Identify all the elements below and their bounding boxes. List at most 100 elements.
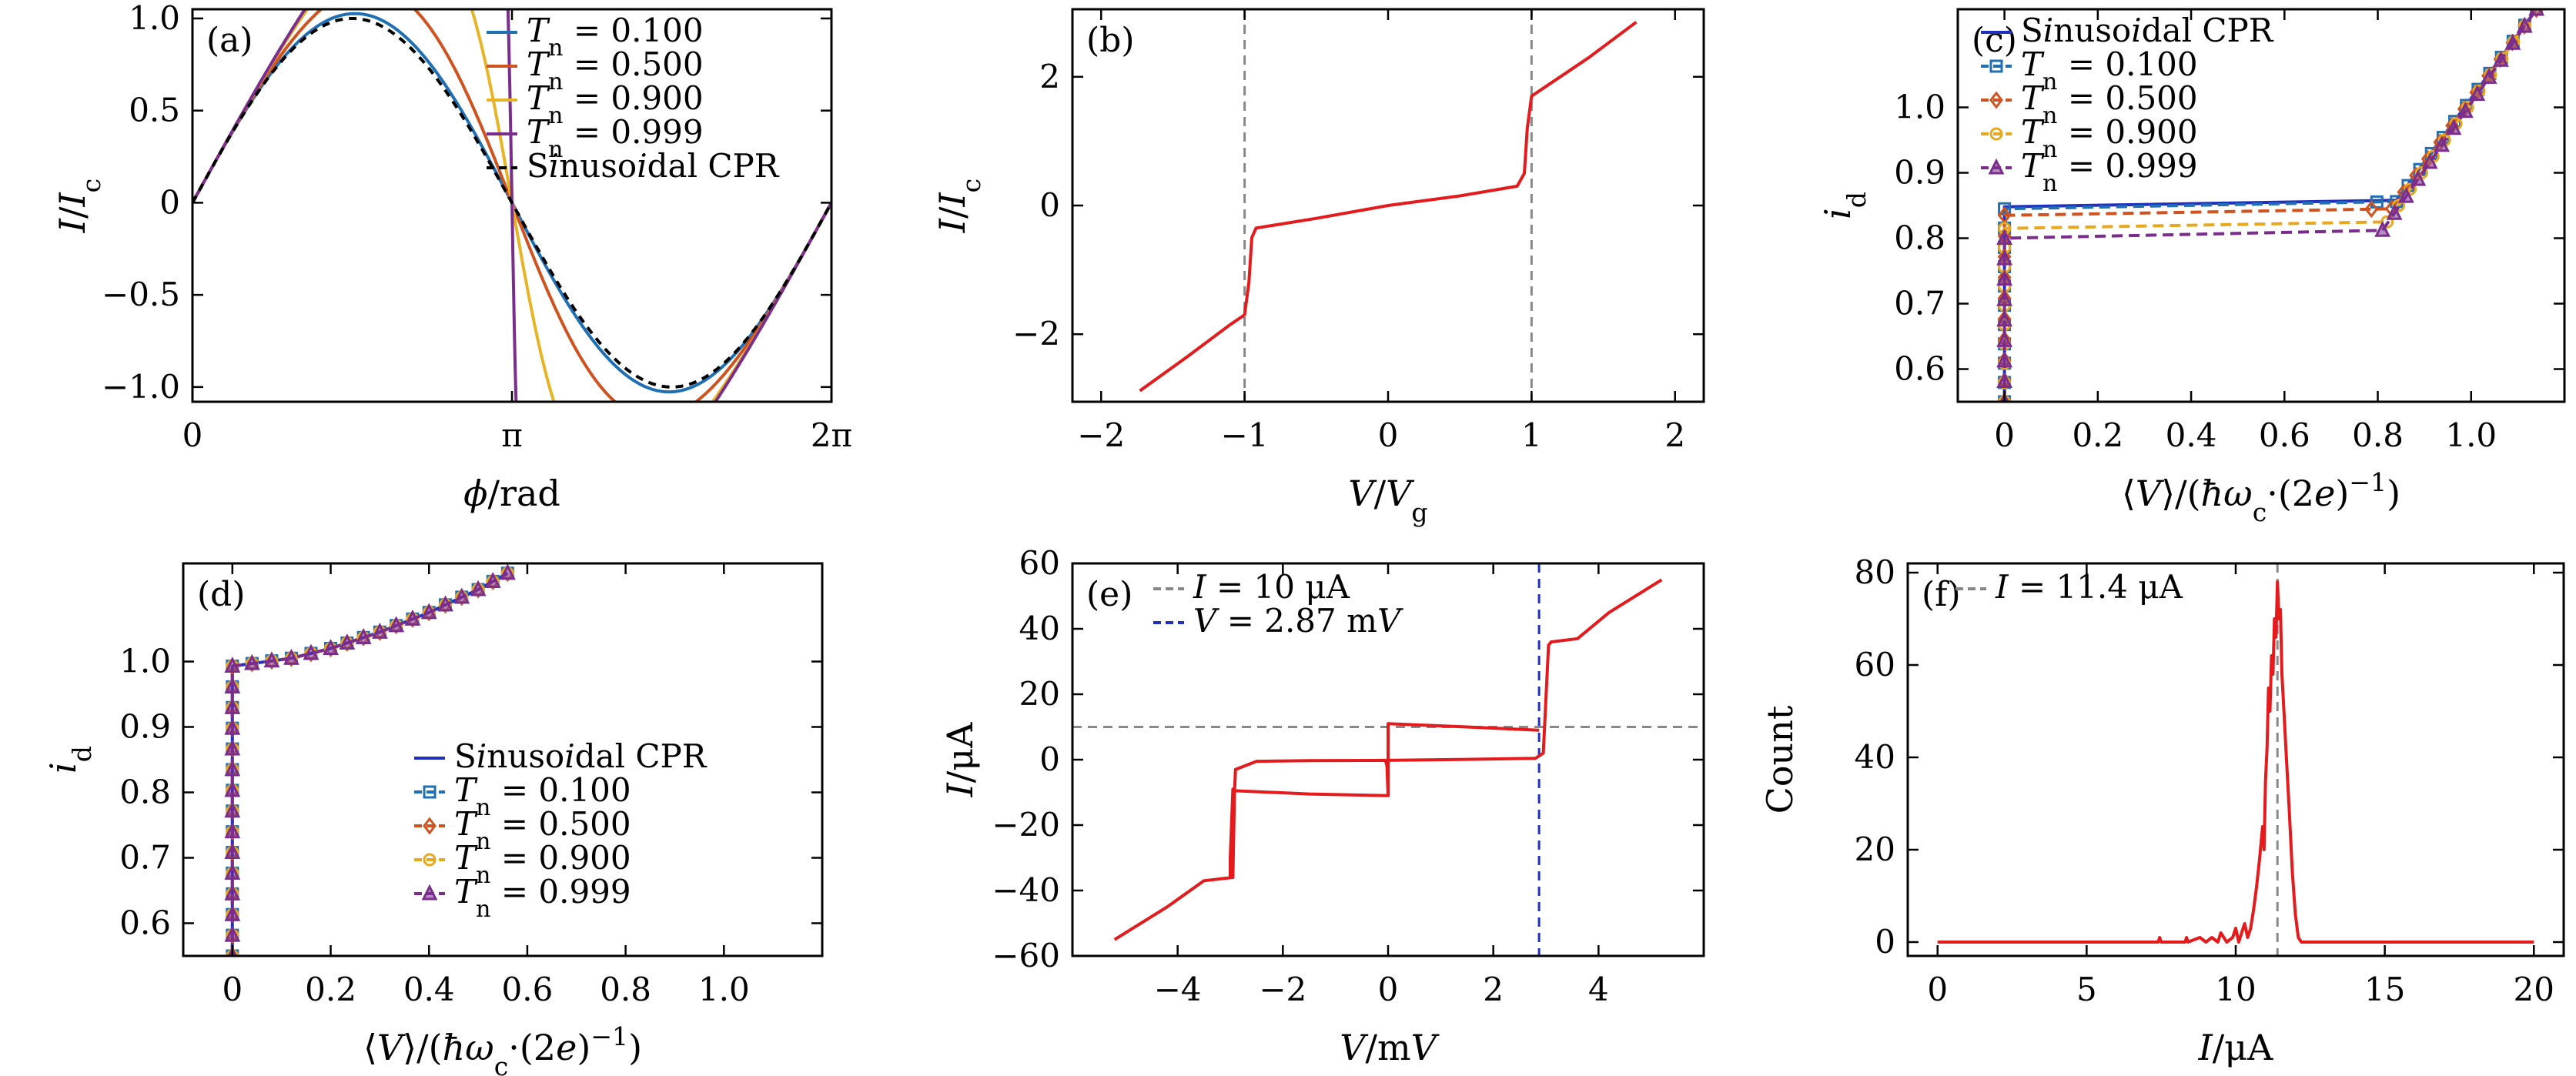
plot-frame — [1956, 8, 2566, 403]
chart-panel-f: 0 5 10 15 20 0 20 40 60 80 I/μA Count (f) I = 11.4 μA — [1759, 553, 2565, 1068]
marker — [355, 627, 372, 644]
y-tick-label: 2 — [1039, 58, 1060, 95]
x-tick-label: −4 — [1154, 971, 1202, 1008]
legend-label: I = 11.4 μA — [1995, 568, 2183, 606]
marker — [2504, 33, 2521, 50]
y-tick-label: 0 — [159, 183, 180, 221]
y-tick-label: 80 — [1855, 553, 1895, 591]
marker — [224, 718, 241, 735]
x-tick-label: 0 — [182, 416, 203, 454]
x-tick-label: 1.0 — [698, 971, 750, 1008]
marker — [423, 817, 437, 835]
legend-label: V = 2.87 mV — [1193, 602, 1403, 640]
marker — [224, 677, 241, 693]
marker — [2380, 215, 2394, 229]
marker — [2529, 9, 2544, 18]
legend-label: Tn = 0.500 — [454, 805, 631, 855]
marker — [1996, 310, 2013, 327]
x-tick-label: 0.2 — [305, 971, 356, 1008]
x-axis-label: V/Vg — [1348, 473, 1427, 527]
y-tick-label: 0.7 — [119, 839, 171, 877]
marker — [2516, 16, 2533, 33]
legend-label: I = 10 μA — [1193, 568, 1350, 606]
marker — [2364, 200, 2379, 219]
marker — [2404, 182, 2417, 196]
marker — [421, 884, 438, 901]
marker — [1996, 351, 2013, 368]
x-tick-label: 0.8 — [600, 971, 651, 1008]
y-axis-label: I/Ic — [52, 179, 106, 233]
legend-label: Tn = 0.500 — [2021, 79, 2198, 129]
x-tick-label: 0.8 — [2352, 416, 2404, 454]
marker — [2434, 135, 2450, 152]
marker — [2481, 68, 2497, 84]
x-tick-label: 1.0 — [2445, 416, 2497, 454]
y-axis-label: I/μA — [939, 722, 981, 798]
x-tick-label: 0.6 — [2259, 416, 2310, 454]
y-tick-label: 20 — [1019, 675, 1060, 713]
marker — [1989, 91, 2003, 109]
x-tick-label: 0 — [1994, 416, 2015, 454]
y-tick-label: −0.5 — [102, 276, 180, 313]
y-tick-label: 60 — [1019, 544, 1060, 582]
legend-label: Tn = 0.999 — [454, 873, 631, 923]
marker — [2397, 186, 2414, 203]
y-tick-label: −40 — [992, 871, 1060, 909]
x-axis-label: ⟨V⟩/(ħωc·(2e)−1) — [363, 1021, 642, 1076]
marker — [263, 651, 280, 668]
x-tick-label: −1 — [1221, 416, 1269, 454]
panel-label: (c) — [1972, 21, 2017, 60]
marker — [224, 864, 241, 880]
x-tick-label: 0.6 — [502, 971, 554, 1008]
y-axis-label: I/Ic — [932, 179, 986, 233]
series-line — [1937, 580, 2534, 944]
x-tick-label: 0.4 — [2166, 416, 2217, 454]
marker — [1989, 127, 2003, 141]
marker — [453, 587, 470, 604]
x-axis-label: ϕ/rad — [463, 473, 560, 514]
marker — [2392, 199, 2406, 212]
x-tick-label: 10 — [2215, 971, 2256, 1008]
x-tick-label: 5 — [2076, 971, 2097, 1008]
y-tick-label: 0.6 — [119, 904, 171, 942]
legend-label: Tn = 0.999 — [2021, 147, 2198, 197]
marker — [484, 572, 501, 588]
chart-panel-a: 0 π 2π −1.0 −0.5 0 0.5 1.0 ϕ/rad I/Ic (a) Tn = 0.10… — [52, 0, 852, 514]
marker — [224, 739, 241, 756]
marker — [303, 643, 319, 660]
chart-panel-c: 0 0.2 0.4 0.6 0.8 1.0 0.6 0.7 0.8 0.9 1.0 ⟨V⟩/(ħωc·… — [1817, 8, 2566, 527]
marker — [1996, 249, 2013, 266]
y-tick-label: 20 — [1855, 830, 1895, 868]
marker — [224, 904, 241, 921]
marker — [404, 609, 421, 626]
marker — [1996, 229, 2013, 245]
marker — [224, 843, 241, 860]
x-tick-label: 15 — [2364, 971, 2405, 1008]
marker — [420, 603, 437, 620]
x-tick-label: 0.4 — [403, 971, 455, 1008]
panel-label: (b) — [1086, 21, 1135, 60]
marker — [2374, 220, 2391, 237]
plot-frame — [1906, 562, 2565, 957]
x-tick-label: −2 — [1077, 416, 1125, 454]
marker — [1988, 158, 2005, 175]
series-line — [230, 571, 509, 956]
y-tick-label: 0 — [1039, 186, 1060, 224]
y-tick-label: 0.5 — [129, 92, 180, 129]
y-tick-label: 1.0 — [119, 643, 171, 680]
x-tick-label: 0 — [1378, 416, 1399, 454]
marker — [323, 639, 339, 655]
marker — [423, 785, 437, 799]
series-line — [1139, 21, 1638, 393]
marker — [499, 563, 516, 580]
legend-label: Sinusoidal CPR — [527, 147, 780, 185]
y-tick-label: −60 — [992, 937, 1060, 974]
x-tick-label: 2π — [811, 416, 852, 454]
marker — [224, 884, 241, 901]
x-tick-label: 0.2 — [2072, 416, 2123, 454]
y-tick-label: 0.8 — [119, 774, 171, 811]
legend-label: Tn = 0.100 — [454, 771, 631, 821]
marker — [243, 653, 260, 670]
y-tick-label: 0.8 — [1894, 219, 1945, 257]
